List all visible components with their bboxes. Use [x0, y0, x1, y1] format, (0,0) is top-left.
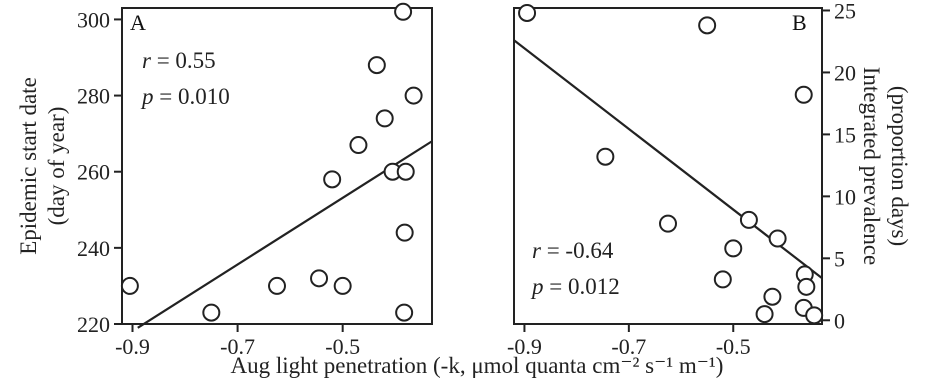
data-point [404, 86, 423, 105]
data-point [794, 85, 813, 104]
data-point [768, 229, 787, 248]
data-point [698, 16, 717, 35]
data-point [268, 276, 286, 295]
y-tick-label: 0 [834, 308, 845, 333]
data-point [596, 147, 615, 166]
data-point [375, 109, 394, 128]
data-point [333, 276, 352, 295]
y-axis-title-line1: Integrated prevalence [859, 67, 884, 266]
stat-p-symbol: p [530, 274, 544, 299]
x-tick-label: -0.7 [220, 334, 255, 359]
stat-r-symbol: r [142, 48, 152, 73]
data-point [395, 223, 414, 242]
panel-b-frame [513, 7, 823, 325]
data-point [724, 239, 743, 258]
regression-line-a [137, 140, 433, 329]
data-point [518, 3, 537, 22]
y-tick-label: 240 [77, 236, 110, 261]
data-point [713, 270, 732, 289]
y-axis-title-line2: (proportion days) [887, 86, 912, 246]
stat-r-value: = 0.55 [151, 48, 216, 73]
data-point [202, 303, 221, 322]
y-axis-title-line1: Epidemic start date [16, 77, 41, 255]
data-point [797, 277, 816, 296]
panel-a: 220 240 260 280 300 -0.9 -0.7 -0.5 Ar = 0.55 p = … [16, 2, 433, 359]
stat-p-value: = 0.010 [154, 84, 230, 109]
y-tick-label: 260 [77, 160, 110, 185]
stat-p-symbol: p [140, 84, 154, 109]
y-tick-label: 280 [77, 84, 110, 109]
stat-r-b: r = -0.64 [532, 238, 614, 263]
stat-p-b: p = 0.012 [530, 274, 620, 299]
x-tick-label: -0.9 [115, 334, 150, 359]
y-tick-label: 220 [77, 312, 110, 337]
panel-label-b: B [792, 10, 807, 35]
y-tick-label: 300 [77, 7, 110, 32]
y-axis-title-line2: (day of year) [44, 107, 69, 226]
panel-a-frame [121, 7, 433, 325]
data-point [349, 136, 368, 155]
data-point [805, 306, 824, 325]
data-point [120, 276, 139, 295]
data-point [367, 56, 386, 75]
x-tick-label: -0.7 [611, 334, 646, 359]
x-axis-title: Aug light penetration (-k, μmol quanta c… [231, 353, 724, 378]
data-point [396, 162, 415, 181]
stat-r-value: = -0.64 [541, 238, 614, 263]
y-tick-label: 5 [834, 246, 845, 271]
data-point [755, 305, 774, 324]
data-point [395, 303, 414, 322]
data-point [659, 214, 677, 233]
y-tick-label: 20 [834, 60, 856, 85]
y-tick-label: 25 [834, 0, 856, 23]
stat-p-a: p = 0.010 [140, 84, 230, 109]
panel-label-a: A [130, 10, 146, 35]
x-tick-label: -0.9 [507, 334, 542, 359]
data-point [739, 210, 758, 229]
data-point [763, 287, 782, 306]
y-tick-label: 10 [834, 184, 856, 209]
panel-b: 0 5 10 15 20 25 -0.9 -0.7 -0.5 Br = -0.64 p = 0.01… [507, 0, 912, 359]
data-point [394, 2, 413, 21]
x-tick-label: -0.5 [716, 334, 751, 359]
x-tick-label: -0.5 [325, 334, 360, 359]
data-point [310, 269, 329, 288]
stat-r-a: r = 0.55 [142, 48, 216, 73]
stat-p-value: = 0.012 [544, 274, 620, 299]
y-tick-label: 15 [834, 122, 856, 147]
stat-r-symbol: r [532, 238, 542, 263]
data-point [323, 170, 342, 189]
